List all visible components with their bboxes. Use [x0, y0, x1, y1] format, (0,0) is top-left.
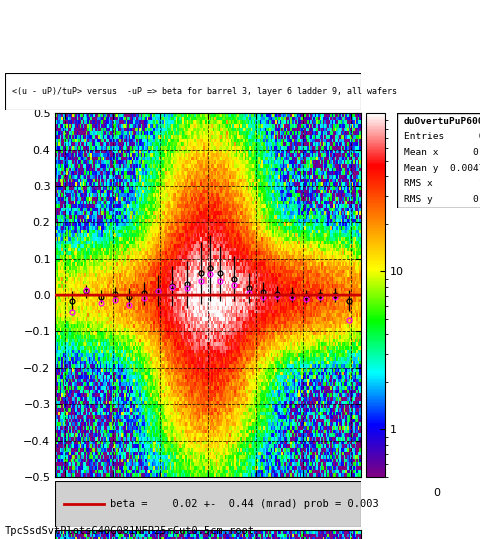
Text: Entries      62296: Entries 62296 — [403, 132, 480, 141]
Text: <(u - uP)/tuP> versus  -uP => beta for barrel 3, layer 6 ladder 9, all wafers: <(u - uP)/tuP> versus -uP => beta for ba… — [12, 87, 396, 96]
Text: beta =    0.02 +-  0.44 (mrad) prob = 0.003: beta = 0.02 +- 0.44 (mrad) prob = 0.003 — [110, 499, 378, 509]
Text: RMS y       0.1935: RMS y 0.1935 — [403, 195, 480, 204]
Text: TpcSsdSvtPlotsG40G081NFP25rCut0.5cm.root: TpcSsdSvtPlotsG40G081NFP25rCut0.5cm.root — [5, 526, 254, 536]
Text: Mean x      0.7673: Mean x 0.7673 — [403, 148, 480, 157]
Text: 0: 0 — [432, 488, 439, 498]
Text: duOvertuPuP6009: duOvertuPuP6009 — [403, 116, 480, 126]
Text: Mean y  0.004717: Mean y 0.004717 — [403, 164, 480, 172]
Text: RMS x        1.661: RMS x 1.661 — [403, 179, 480, 189]
